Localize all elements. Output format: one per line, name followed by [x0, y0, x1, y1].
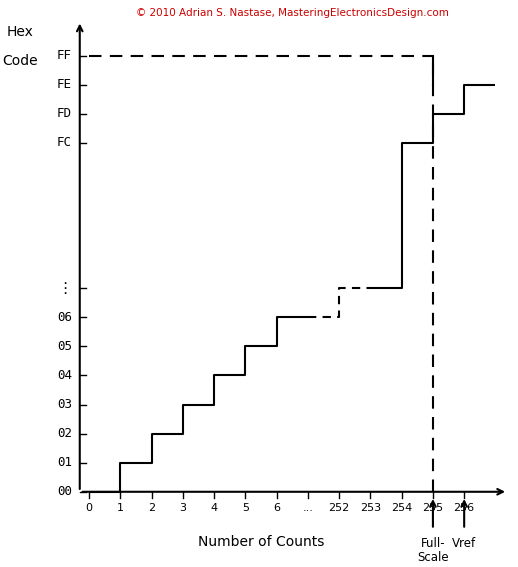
Text: 05: 05 [57, 340, 72, 353]
Text: FF: FF [57, 49, 72, 62]
Text: 3: 3 [179, 503, 186, 513]
Text: 06: 06 [57, 311, 72, 324]
Text: FD: FD [57, 107, 72, 120]
Text: © 2010 Adrian S. Nastase, MasteringElectronicsDesign.com: © 2010 Adrian S. Nastase, MasteringElect… [136, 8, 449, 18]
Text: 02: 02 [57, 427, 72, 440]
Text: FE: FE [57, 78, 72, 91]
Text: 2: 2 [148, 503, 155, 513]
Text: 04: 04 [57, 369, 72, 382]
Text: ⋮: ⋮ [56, 281, 72, 296]
Text: Hex: Hex [7, 26, 34, 39]
Text: 252: 252 [328, 503, 350, 513]
Text: Vref: Vref [452, 537, 476, 550]
Text: 00: 00 [57, 485, 72, 498]
Text: 6: 6 [273, 503, 280, 513]
Text: 254: 254 [391, 503, 412, 513]
Text: 256: 256 [454, 503, 474, 513]
Text: 253: 253 [360, 503, 381, 513]
Text: Full-: Full- [421, 537, 445, 550]
Text: ...: ... [303, 503, 313, 513]
Text: 5: 5 [242, 503, 249, 513]
Text: FC: FC [57, 136, 72, 149]
Text: 255: 255 [422, 503, 443, 513]
Text: Scale: Scale [417, 551, 449, 564]
Text: 0: 0 [85, 503, 93, 513]
Text: Code: Code [3, 54, 38, 69]
Text: 1: 1 [117, 503, 124, 513]
Text: 01: 01 [57, 456, 72, 469]
Text: 03: 03 [57, 398, 72, 411]
Text: 4: 4 [211, 503, 218, 513]
Text: Number of Counts: Number of Counts [198, 535, 324, 549]
